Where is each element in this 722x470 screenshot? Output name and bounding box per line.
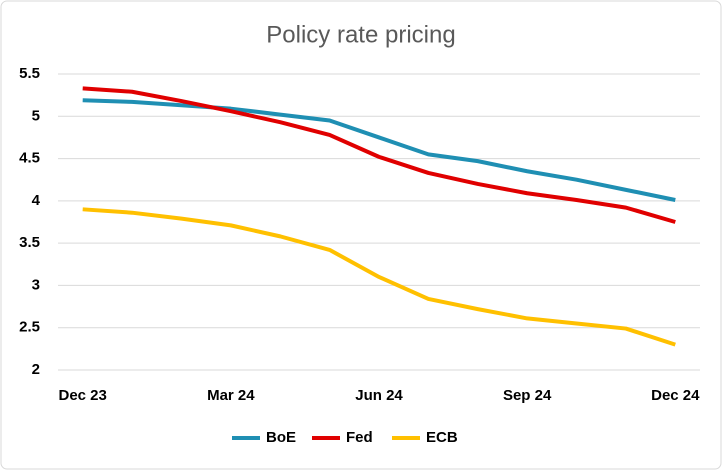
series-line: [82, 207, 676, 347]
x-tick-label: Dec 23: [59, 387, 107, 404]
y-tick-label: 5.5: [19, 65, 40, 82]
x-tick-label: Jun 24: [355, 387, 403, 404]
series-line: [82, 86, 676, 224]
legend-label: BoE: [266, 429, 296, 446]
y-tick-label: 3.5: [19, 234, 40, 251]
y-tick-label: 2.5: [19, 319, 40, 336]
chart-title: Policy rate pricing: [266, 21, 455, 48]
y-tick-label: 5: [32, 107, 40, 124]
y-tick-label: 2: [32, 361, 40, 378]
series-line: [82, 98, 676, 202]
legend-label: Fed: [346, 429, 373, 446]
x-tick-label: Mar 24: [207, 387, 255, 404]
y-tick-label: 3: [32, 276, 40, 293]
x-tick-label: Dec 24: [651, 387, 700, 404]
y-tick-label: 4.5: [19, 150, 40, 167]
x-tick-label: Sep 24: [503, 387, 552, 404]
y-tick-label: 4: [32, 192, 41, 209]
legend-label: ECB: [426, 429, 458, 446]
